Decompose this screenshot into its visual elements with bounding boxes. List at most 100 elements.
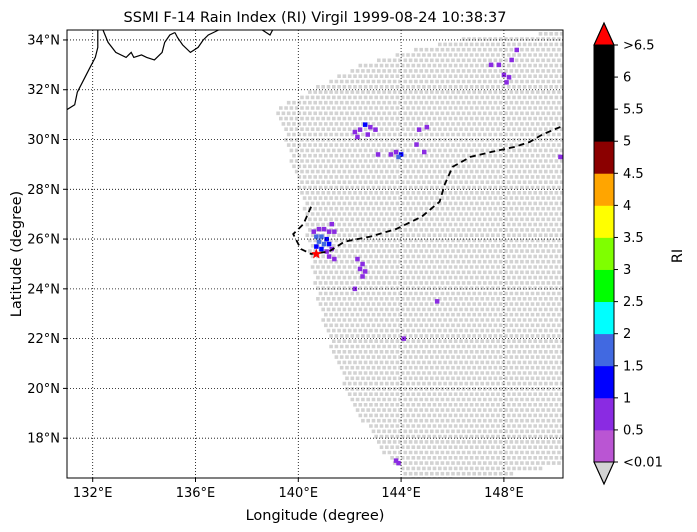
colorbar-segment: [594, 237, 614, 270]
rain-pixel: [496, 62, 502, 68]
y-axis-ticks: 18°N 20°N 22°N 24°N 26°N 28°N 30°N 32°N 34°N: [27, 33, 67, 447]
rain-pixel: [393, 149, 399, 155]
rain-pixel: [501, 72, 507, 78]
rain-pixel: [321, 226, 327, 232]
rain-pixel: [488, 62, 494, 68]
rain-pixel: [332, 256, 337, 262]
rain-pixel: [365, 132, 370, 137]
colorbar-segment: [594, 365, 614, 399]
rain-pixel: [396, 154, 401, 160]
colorbar-tick-label: 2: [623, 327, 631, 342]
rain-pixel: [424, 124, 430, 130]
colorbar-segment: [594, 77, 614, 110]
rain-pixel: [373, 127, 378, 132]
rain-pixel: [319, 246, 324, 252]
colorbar-segment: [594, 205, 614, 238]
x-axis-label: Longitude (degree): [246, 508, 385, 524]
rain-pixel: [352, 129, 358, 135]
colorbar-segment: [594, 397, 614, 431]
rain-pixel: [362, 269, 368, 274]
rain-pixel: [324, 236, 329, 242]
rain-pixel: [396, 460, 401, 466]
map-plot-area: [67, 30, 563, 478]
storm-track: [292, 124, 563, 255]
colorbar-tick-label: 4.5: [623, 167, 644, 182]
rain-pixel: [321, 241, 327, 247]
plot-frame: [66, 29, 564, 479]
colorbar-segment: [594, 173, 614, 206]
rain-pixel: [360, 261, 365, 267]
coastline-shikoku: [102, 30, 176, 61]
storm-center-marker: [311, 248, 322, 259]
colorbar-tick-label: 3.5: [623, 231, 644, 246]
rain-pixel: [398, 152, 404, 157]
x-axis-ticks: 132°E 136°E 140°E 144°E 148°E: [73, 478, 524, 501]
colorbar-tick-label: 2.5: [623, 295, 644, 310]
rain-pixel: [319, 234, 324, 239]
rain-pixel: [311, 229, 316, 234]
coastline-izu: [261, 30, 274, 36]
rain-pixel: [434, 299, 440, 304]
y-tick-label: 20°N: [27, 382, 60, 397]
y-axis-label: Latitude (degree): [9, 191, 25, 317]
colorbar-tick-label: 0.5: [623, 423, 644, 438]
no-rain-pixel-field: [276, 32, 563, 478]
rain-pixel: [314, 244, 319, 249]
x-tick-label: 140°E: [279, 486, 319, 501]
rain-pixel: [355, 134, 360, 140]
rain-pixel: [352, 286, 358, 292]
x-tick-label: 148°E: [484, 486, 524, 501]
rain-pixel: [326, 241, 332, 247]
colorbar-tick-label: >6.5: [623, 39, 655, 54]
y-tick-label: 28°N: [27, 183, 60, 198]
rain-pixel: [368, 124, 373, 130]
rain-pixel: [509, 57, 514, 63]
coastline-kii: [174, 30, 219, 54]
colorbar-tick-label: 1.5: [623, 359, 644, 374]
swath-no-rain-pixels: [276, 32, 563, 478]
rain-pixel: [362, 122, 368, 127]
colorbar-tick-label: 6: [623, 71, 631, 86]
rain-pixel: [314, 234, 319, 239]
colorbar-tick-label: <0.01: [623, 456, 663, 471]
chart-title: SSMI F-14 Rain Index (RI) Virgil 1999-08…: [124, 10, 507, 26]
rain-pixel: [357, 266, 363, 272]
rain-pixel: [514, 47, 519, 53]
y-tick-label: 24°N: [27, 282, 60, 297]
rain-pixel: [388, 152, 394, 157]
rain-pixel: [422, 149, 427, 155]
x-tick-label: 144°E: [381, 486, 421, 501]
coastline-mainland: [67, 30, 99, 111]
colorbar-tick-label: 1: [623, 391, 631, 406]
rain-pixel: [324, 249, 329, 254]
rain-pixel: [332, 229, 337, 234]
rain-pixel: [506, 75, 512, 80]
y-tick-label: 32°N: [27, 83, 60, 98]
colorbar-segment: [594, 301, 614, 335]
rain-pixel: [357, 127, 363, 132]
y-tick-label: 26°N: [27, 233, 60, 248]
colorbar-segment: [594, 429, 614, 463]
rain-pixel: [360, 274, 365, 279]
rain-pixel: [355, 256, 360, 262]
rain-pixel: [393, 458, 399, 463]
rain-pixel: [558, 154, 563, 160]
y-tick-label: 18°N: [27, 432, 60, 447]
y-tick-label: 22°N: [27, 332, 60, 347]
rain-pixel: [414, 142, 419, 147]
y-tick-label: 34°N: [27, 33, 60, 48]
rain-pixel: [416, 127, 422, 132]
colorbar-tick-label: 4: [623, 199, 631, 214]
colorbar-segment: [594, 109, 614, 142]
colorbar-under-extension: [593, 461, 615, 486]
colorbar-tick-label: 5: [623, 135, 631, 150]
coastline: [67, 30, 274, 111]
rain-pixel: [329, 221, 334, 227]
rain-pixel: [326, 254, 332, 259]
rain-pixel: [504, 80, 509, 85]
colorbar-tick-label: 5.5: [623, 103, 644, 118]
colorbar-segment: [594, 141, 614, 174]
rain-pixel: [316, 239, 322, 244]
rain-pixel: [375, 152, 381, 157]
